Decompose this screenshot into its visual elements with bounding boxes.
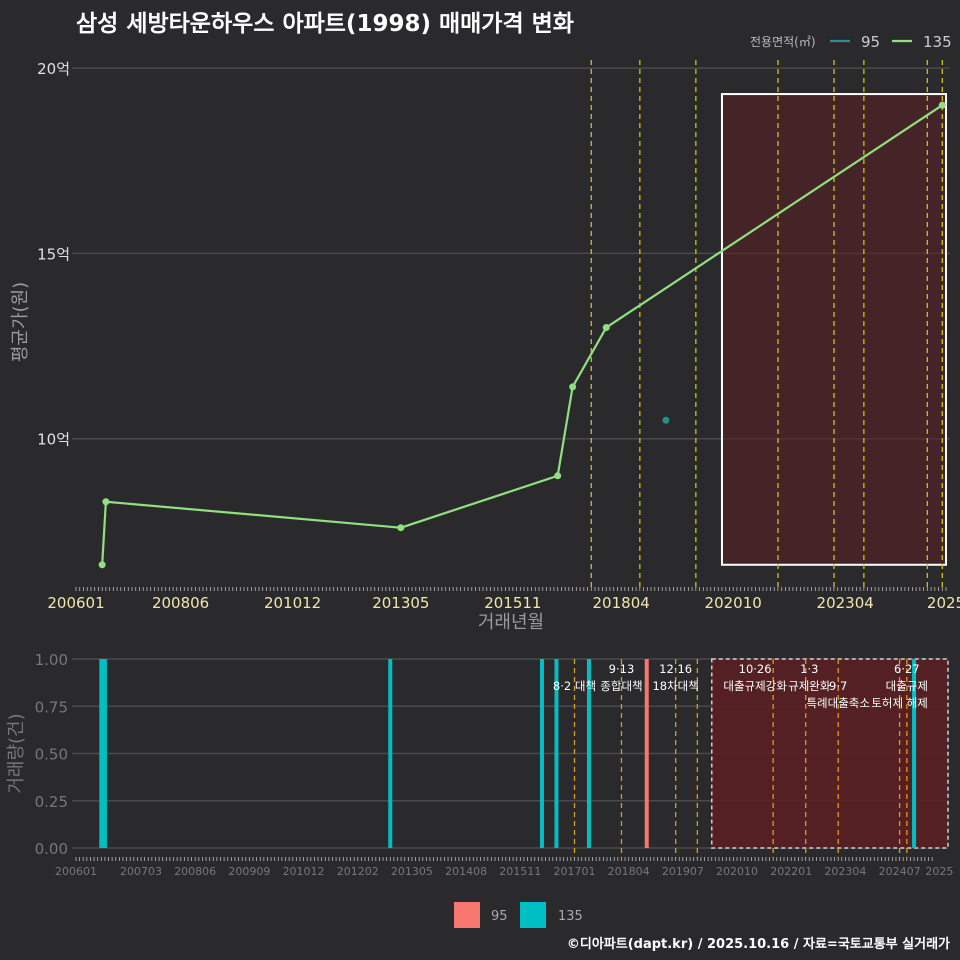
legend-135-label: 135 bbox=[923, 33, 952, 51]
policy-annotation-5: 10·26 bbox=[739, 662, 772, 676]
policy-annotation-4: 18차대책 bbox=[652, 679, 698, 693]
bar-135-1 bbox=[102, 659, 107, 848]
policy-annotation-3: 12·16 bbox=[659, 662, 692, 676]
top-x-tick-label: 201305 bbox=[372, 594, 429, 612]
chart-title: 삼성 세방타운하우스 아파트(1998) 매매가격 변화 bbox=[76, 11, 574, 37]
bar-135-3 bbox=[539, 659, 544, 848]
top-x-tick-label: 202010 bbox=[705, 594, 762, 612]
bottom-y-tick-label: 0.25 bbox=[35, 793, 68, 811]
bottom-x-tick-label: 201012 bbox=[283, 865, 325, 878]
bottom-x-tick-label: 201907 bbox=[662, 865, 704, 878]
bottom-x-tick-label: 2025 bbox=[925, 865, 953, 878]
bottom-x-tick-label: 200703 bbox=[120, 865, 162, 878]
series-135-point-5 bbox=[602, 324, 610, 332]
policy-annotation-7: 1·3 bbox=[800, 662, 818, 676]
bottom-x-tick-label: 202010 bbox=[716, 865, 758, 878]
top-x-axis-title: 거래년월 bbox=[478, 612, 544, 633]
top-x-tick-label: 200601 bbox=[47, 594, 104, 612]
top-y-tick-label: 20억 bbox=[37, 60, 70, 78]
series-135-point-0 bbox=[98, 561, 106, 569]
bottom-x-tick-label: 200806 bbox=[174, 865, 216, 878]
policy-annotation-0: 8·2 대책 bbox=[553, 679, 596, 693]
bottom-legend-95-swatch bbox=[454, 902, 480, 928]
credit-text: ©디아파트(dapt.kr) / 2025.10.16 / 자료=국토교통부 실… bbox=[566, 937, 950, 952]
series-95-point-0 bbox=[662, 416, 670, 424]
bottom-x-tick-label: 200909 bbox=[228, 865, 270, 878]
bottom-legend-95-label: 95 bbox=[491, 909, 508, 924]
series-135-point-2 bbox=[397, 524, 405, 532]
bar-135-2 bbox=[388, 659, 393, 848]
bottom-x-tick-label: 201701 bbox=[553, 865, 595, 878]
bottom-x-tick-label: 202304 bbox=[824, 865, 866, 878]
bar-135-7 bbox=[912, 659, 917, 848]
top-y-axis-title: 평균가(원) bbox=[10, 282, 31, 362]
bottom-x-tick-label: 200601 bbox=[55, 865, 97, 878]
bottom-x-tick-label: 201804 bbox=[608, 865, 650, 878]
top-x-tick-label: 201511 bbox=[484, 594, 541, 612]
bottom-y-tick-label: 0.75 bbox=[35, 698, 68, 716]
legend-95-label: 95 bbox=[861, 33, 880, 51]
top-x-tick-label: 201804 bbox=[593, 594, 650, 612]
bottom-legend-135-label: 135 bbox=[558, 909, 583, 924]
series-135-point-4 bbox=[569, 383, 577, 391]
legend-title: 전용면적(㎡) bbox=[750, 35, 816, 49]
series-135-point-1 bbox=[102, 498, 110, 506]
bottom-highlight-box bbox=[711, 658, 949, 849]
bottom-x-tick-label: 201511 bbox=[499, 865, 541, 878]
top-y-tick-label: 10억 bbox=[37, 431, 70, 449]
policy-annotation-6: 대출규제강화 bbox=[723, 679, 787, 693]
bottom-y-tick-label: 0.00 bbox=[35, 840, 68, 858]
bar-135-4 bbox=[554, 659, 559, 848]
bar-135-5 bbox=[586, 659, 591, 848]
top-x-tick-label: 200806 bbox=[152, 594, 209, 612]
top-x-tick-label: 2025 bbox=[927, 594, 960, 612]
policy-annotation-9: 9·7 bbox=[829, 679, 847, 693]
bottom-x-tick-label: 201202 bbox=[337, 865, 379, 878]
policy-annotation-10: 특례대출축소 bbox=[806, 696, 869, 710]
policy-annotation-11: 토허제 해제 bbox=[871, 696, 928, 710]
bottom-x-tick-label: 202407 bbox=[879, 865, 921, 878]
top-x-tick-label: 202304 bbox=[817, 594, 874, 612]
series-135-point-6 bbox=[938, 101, 946, 109]
bottom-legend-135-swatch bbox=[520, 902, 546, 928]
series-135-point-3 bbox=[554, 472, 562, 480]
bottom-x-tick-label: 202201 bbox=[770, 865, 812, 878]
bottom-x-tick-label: 201305 bbox=[391, 865, 433, 878]
policy-annotation-2: 종합대책 bbox=[600, 679, 642, 693]
policy-annotation-12: 6·27 bbox=[894, 662, 920, 676]
policy-annotation-1: 9·13 bbox=[609, 662, 635, 676]
bottom-y-tick-label: 0.50 bbox=[35, 746, 68, 764]
policy-annotation-13: 대출규제 bbox=[886, 679, 928, 693]
bar-135-0 bbox=[99, 659, 104, 848]
bottom-y-tick-label: 1.00 bbox=[35, 651, 68, 669]
bottom-x-tick-label: 201408 bbox=[445, 865, 487, 878]
bottom-y-axis-title: 거래량(건) bbox=[6, 713, 27, 793]
bar-95-6 bbox=[644, 659, 649, 848]
policy-annotation-8: 규제완화 bbox=[788, 679, 831, 693]
top-x-tick-label: 201012 bbox=[264, 594, 321, 612]
top-y-tick-label: 15억 bbox=[37, 245, 70, 263]
